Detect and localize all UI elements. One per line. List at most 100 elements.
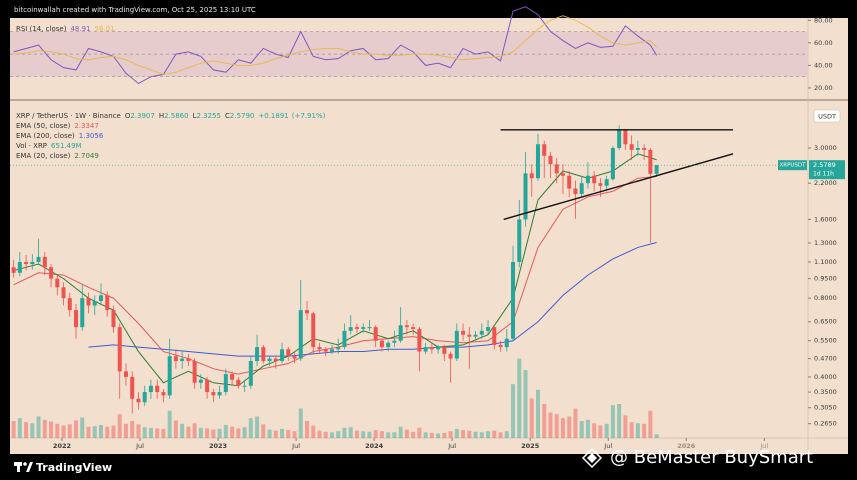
candle-body: [298, 310, 303, 359]
legend-name: Vol · XRP: [16, 142, 47, 150]
candle-body: [336, 347, 341, 350]
candle-body: [74, 310, 79, 328]
candle-body: [305, 310, 310, 314]
volume-bar: [211, 429, 216, 438]
candle-body: [267, 358, 272, 362]
candle-body: [373, 327, 378, 341]
candle-body: [17, 261, 22, 273]
volume-bar: [123, 423, 128, 438]
volume-bar: [305, 421, 310, 438]
ohlc-key: C: [225, 112, 230, 120]
candle-body: [261, 347, 266, 362]
volume-bar: [180, 423, 185, 438]
volume-bar: [392, 432, 397, 438]
candle-body: [198, 379, 203, 383]
volume-bar: [111, 425, 116, 438]
candle-body: [311, 313, 316, 348]
volume-bar: [598, 425, 603, 438]
symbol-tag-text: XRPUSDT: [779, 163, 806, 169]
volume-bar: [504, 431, 509, 438]
candle-body: [398, 325, 403, 341]
change-pct: (+7.91%): [292, 112, 326, 120]
volume-bar: [585, 419, 590, 438]
candle-body: [67, 298, 72, 311]
candle-body: [155, 385, 160, 393]
candle-body: [411, 327, 416, 329]
candle-body: [417, 328, 422, 352]
y-tick-label: 3.0000: [814, 144, 837, 152]
candle-body: [117, 327, 122, 372]
volume-bar: [192, 423, 197, 438]
volume-bar: [529, 398, 534, 438]
volume-bar: [173, 420, 178, 438]
x-tick-label: Jul: [603, 442, 612, 450]
logo-text: TradingView: [36, 461, 112, 474]
legend-name: EMA (200, close): [16, 132, 75, 140]
candle-body: [205, 379, 210, 393]
candle-body: [379, 340, 384, 348]
volume-bar: [80, 417, 85, 438]
volume-bar: [186, 426, 191, 438]
volume-bar: [436, 433, 441, 438]
volume-bar: [242, 427, 247, 438]
volume-bar: [573, 408, 578, 438]
ema-line: [88, 242, 657, 357]
candle-body: [223, 374, 228, 393]
volume-bar: [61, 425, 66, 438]
candle-body: [230, 374, 235, 380]
volume-bar: [448, 431, 453, 438]
candle-body: [142, 392, 147, 403]
logo-shape: [26, 462, 33, 472]
volume-bar: [398, 426, 403, 438]
ohlc-value: 2.5860: [164, 112, 189, 120]
volume-bar: [323, 431, 328, 438]
candle-body: [105, 295, 110, 311]
legend-item: EMA (200, close) 1.3056: [16, 132, 104, 140]
volume-bar: [542, 404, 547, 438]
candle-body: [92, 301, 97, 306]
volume-bar: [223, 424, 228, 438]
candle-body: [548, 155, 553, 165]
watermark-text: @ BeMaster BuySmart: [610, 447, 813, 468]
y-tick-label: 0.6500: [814, 318, 837, 326]
volume-bar: [429, 432, 434, 438]
symbol: XRP / TetherUS · 1W · Binance: [16, 112, 121, 120]
candle-body: [635, 147, 640, 150]
volume-bar: [479, 432, 484, 438]
candle-body: [517, 219, 522, 262]
price-tag-value: 2.5789: [813, 161, 836, 169]
volume-bar: [130, 421, 135, 438]
volume-bar: [161, 428, 166, 438]
candle-body: [161, 392, 166, 396]
logo-shape: [23, 462, 27, 466]
y-tick-label: 0.5500: [814, 337, 837, 345]
volume-bar: [24, 422, 29, 438]
rsi-line: [13, 15, 657, 75]
candle-body: [648, 149, 653, 174]
legend-item: Vol · XRP 651.49M: [16, 142, 82, 150]
candle-body: [86, 298, 91, 306]
candle-body: [429, 347, 434, 350]
candle-body: [386, 342, 391, 348]
volume-bar: [579, 421, 584, 438]
candle-body: [354, 327, 359, 329]
volume-bar: [486, 431, 491, 438]
candle-body: [585, 175, 590, 184]
volume-bar: [610, 405, 615, 438]
candle-body: [167, 356, 172, 396]
y-tick-label: 2.2000: [814, 179, 837, 187]
volume-bar: [361, 431, 366, 438]
volume-bar: [86, 426, 91, 438]
candle-body: [448, 353, 453, 359]
x-tick-label: Jul: [759, 442, 768, 450]
y-tick-label: 60.00: [814, 39, 833, 47]
ohlc-value: 2.3255: [197, 112, 222, 120]
candle-body: [248, 361, 253, 386]
candle-body: [610, 147, 615, 180]
candle-body: [49, 267, 54, 279]
volume-bar: [617, 404, 622, 438]
candle-body: [629, 144, 634, 150]
candle-body: [461, 330, 466, 335]
volume-bar: [473, 431, 478, 438]
candle-body: [367, 327, 372, 329]
